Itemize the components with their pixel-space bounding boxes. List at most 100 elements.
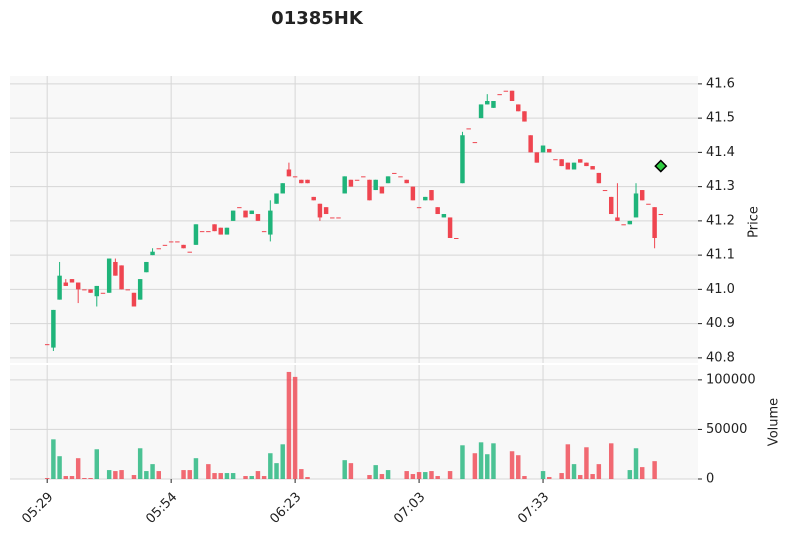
candle-body [44, 344, 50, 346]
volume-bar [261, 476, 267, 479]
candle-body [57, 275, 62, 300]
candle-body [299, 179, 304, 184]
candle-body [522, 111, 527, 122]
candle-body [193, 224, 199, 245]
volume-bar [410, 474, 416, 479]
volume-bar [286, 371, 292, 479]
candle-body [627, 220, 633, 225]
x-tick-label: 05:54 [143, 490, 180, 527]
candle-body [435, 207, 440, 215]
candle-body [168, 241, 174, 243]
volume-bar [342, 460, 347, 479]
candle-body [354, 179, 360, 181]
volume-bar [131, 475, 137, 479]
candle-body [584, 162, 589, 167]
x-tick-label: 06:23 [267, 490, 304, 527]
candle-body [131, 292, 137, 307]
volume-tick-label: 0 [706, 472, 714, 487]
candle-body [286, 169, 292, 177]
volume-bar [447, 471, 453, 479]
candle-body [509, 90, 515, 102]
candle-body [175, 241, 180, 243]
volume-bar [224, 473, 230, 479]
candle-body [311, 196, 316, 201]
volume-bar [187, 470, 192, 479]
volume-bar [144, 471, 149, 479]
volume-bar [435, 476, 440, 479]
candle-body [460, 135, 465, 184]
candle-body [429, 190, 434, 201]
candle-body [199, 231, 205, 233]
volume-bar [460, 445, 465, 479]
volume-bar [547, 477, 552, 479]
candle-body [423, 196, 428, 201]
volume-bar [69, 476, 75, 479]
y-tick-label: 40.8 [706, 350, 735, 365]
candle-body [330, 217, 335, 219]
candle-body [596, 172, 602, 184]
candle-body [125, 289, 130, 291]
volume-bar [416, 472, 422, 479]
candle-body [540, 145, 546, 153]
candle-body [88, 289, 93, 293]
volume-bar [652, 461, 657, 479]
candle-body [410, 186, 416, 201]
candle-body [392, 172, 397, 174]
candle-body [534, 152, 540, 163]
y-tick-label: 41.6 [706, 76, 735, 91]
volume-axis-label: Volume [767, 398, 782, 446]
y-tick-label: 41.4 [706, 145, 735, 160]
candle-body [441, 214, 447, 218]
volume-bar [590, 474, 595, 479]
candle-body [82, 289, 87, 291]
candle-body [361, 176, 366, 178]
candle-body [218, 227, 223, 235]
candle-body [206, 231, 211, 233]
candle-body [503, 90, 509, 92]
volume-bar [478, 442, 484, 479]
candle-body [633, 193, 639, 218]
candle-body [373, 179, 378, 191]
volume-bar [571, 464, 577, 479]
candle-body [447, 217, 453, 238]
volume-bar [230, 473, 236, 479]
volume-bar [75, 458, 81, 479]
candle-body [255, 214, 261, 221]
candle-body [274, 193, 279, 204]
candle-body [94, 285, 100, 297]
volume-bar [540, 471, 546, 479]
y-tick-label: 41.3 [706, 179, 735, 194]
volume-tick-label: 50000 [706, 422, 747, 437]
candle-body [249, 210, 254, 215]
volume-bar [608, 443, 614, 479]
candle-body [485, 101, 490, 105]
candle-body [547, 148, 552, 153]
volume-panel [10, 365, 698, 479]
candle-body [69, 279, 75, 283]
candle-body [565, 162, 571, 170]
y-tick-label: 41.2 [706, 213, 735, 228]
candle-body [478, 104, 484, 119]
volume-bar [218, 473, 223, 479]
volume-bar [404, 471, 409, 479]
volume-bar [299, 469, 304, 479]
volume-bar [423, 472, 428, 479]
candle-body [528, 135, 533, 153]
volume-bar [509, 451, 515, 479]
candle-body [144, 261, 149, 273]
candle-body [367, 179, 372, 201]
candle-body [602, 190, 608, 192]
price-panel [10, 76, 698, 363]
volume-bar [156, 471, 161, 479]
volume-bar [559, 473, 564, 479]
x-tick-label: 07:03 [391, 490, 428, 527]
candle-body [385, 176, 391, 184]
y-tick-label: 41.0 [706, 282, 735, 297]
candle-body [243, 210, 248, 218]
candle-body [224, 227, 230, 235]
volume-bar [193, 458, 199, 479]
volume-bar [57, 456, 62, 479]
candle-body [237, 207, 242, 209]
volume-bar [137, 448, 143, 479]
volume-bar [429, 471, 434, 479]
